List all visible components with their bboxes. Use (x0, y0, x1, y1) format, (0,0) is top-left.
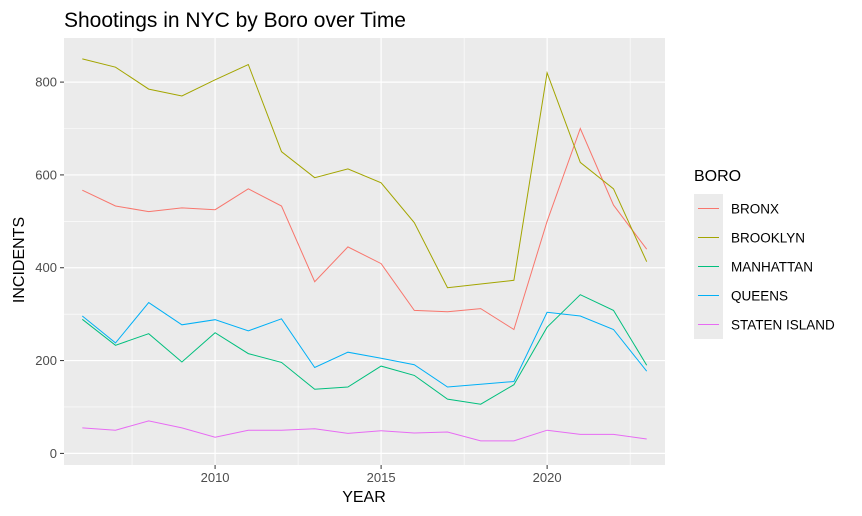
y-tick-label: 200 (35, 353, 57, 368)
series-lines (81, 58, 648, 442)
legend-item-brooklyn: BROOKLYN (694, 223, 805, 252)
y-tick-label: 400 (35, 260, 57, 275)
legend-label: BROOKLYN (731, 231, 805, 246)
legend: BORO BRONX BROOKLYN MANHATTAN QUEENS STATEN … (694, 168, 835, 339)
x-tick-label: 2015 (367, 470, 396, 485)
y-tick-label: 800 (35, 75, 57, 90)
plot-panel (64, 38, 665, 465)
x-axis-title: YEAR (342, 489, 386, 506)
y-tick-label: 0 (50, 446, 57, 461)
series-line-brooklyn (82, 58, 648, 289)
series-line-staten-island (82, 420, 647, 442)
series-line-bronx (82, 127, 648, 331)
legend-label: BRONX (731, 202, 779, 217)
x-tick-label: 2010 (201, 470, 230, 485)
legend-title: BORO (694, 168, 741, 185)
legend-label: QUEENS (731, 289, 788, 304)
axis-tick-labels: 2010 2015 2020 0 200 400 600 800 (35, 75, 561, 485)
chart-title: Shootings in NYC by Boro over Time (64, 9, 406, 32)
legend-label: MANHATTAN (731, 260, 813, 275)
legend-label: STATEN ISLAND (731, 318, 835, 333)
series-line-queens (81, 301, 648, 388)
axis-ticks (60, 81, 548, 469)
series-line-manhattan (81, 294, 648, 405)
y-tick-label: 600 (35, 167, 57, 182)
minor-gridlines (64, 38, 665, 465)
major-gridlines (64, 38, 665, 465)
legend-item-queens: QUEENS (694, 281, 788, 310)
legend-item-bronx: BRONX (694, 194, 779, 223)
y-axis-title: INCIDENTS (11, 217, 28, 303)
legend-item-manhattan: MANHATTAN (694, 252, 813, 281)
legend-item-staten-island: STATEN ISLAND (694, 310, 835, 339)
x-tick-label: 2020 (533, 470, 562, 485)
